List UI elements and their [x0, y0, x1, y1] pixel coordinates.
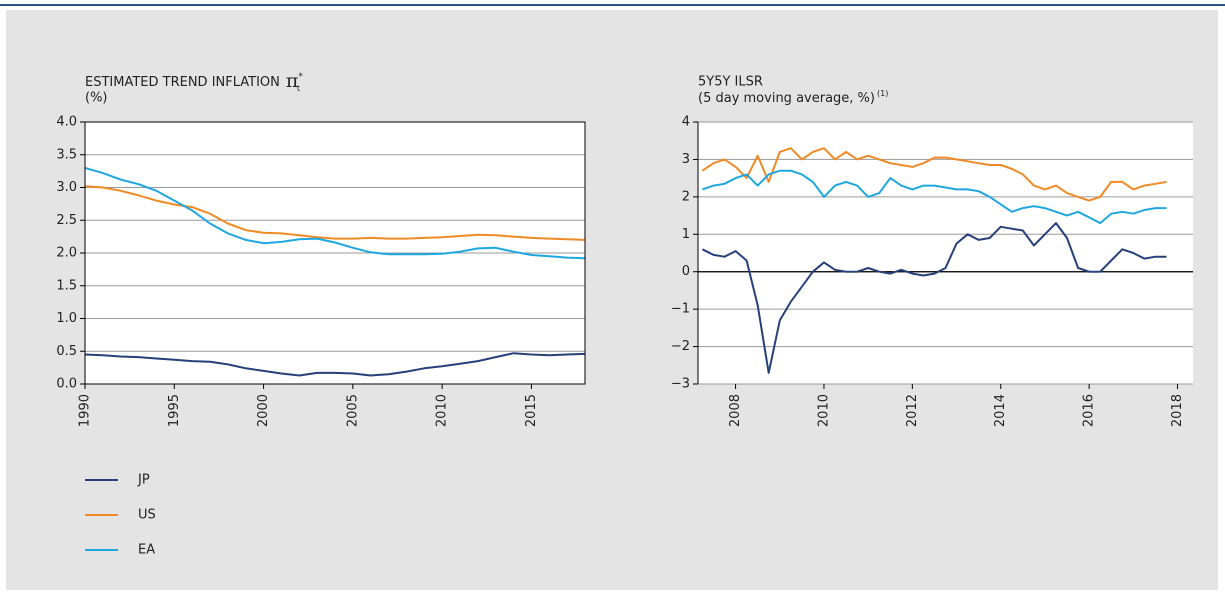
x-tick-label: 2012: [905, 394, 920, 427]
y-tick-label: 3.0: [56, 180, 77, 195]
line-series: [702, 169, 1167, 225]
y-tick-label: 1: [682, 227, 690, 242]
y-tick-label: −1: [671, 302, 690, 317]
x-tick-label: 2016: [1082, 394, 1097, 427]
y-tick-label: 2: [682, 189, 690, 204]
x-tick-label: 2005: [345, 394, 360, 427]
x-tick-label: 2014: [993, 394, 1008, 427]
y-tick-label: 0.0: [56, 377, 77, 392]
y-tick-label: 2.0: [56, 246, 77, 261]
line-series: [84, 166, 586, 260]
x-tick-label: 2010: [816, 394, 831, 427]
y-tick-label: −2: [671, 339, 690, 354]
y-tick-label: 3.5: [56, 147, 77, 162]
y-tick-label: 4: [682, 115, 690, 130]
line-series: [701, 222, 1167, 374]
chart-title: ESTIMATED TREND INFLATION π* t: [85, 70, 303, 93]
y-tick-label: 4.0: [56, 115, 77, 130]
plot-area: [698, 122, 1193, 384]
legend-label: US: [138, 508, 156, 523]
x-tick-label: 2008: [728, 394, 743, 427]
x-tick-label: 2010: [435, 394, 450, 427]
x-tick-label: 2000: [256, 394, 271, 427]
legend-label: EA: [138, 543, 155, 558]
y-tick-label: −3: [671, 377, 690, 392]
chart-subtitle: (%): [85, 91, 108, 106]
y-tick-label: 2.5: [56, 213, 77, 228]
chart-subtitle: (5 day moving average, %) (1): [698, 89, 888, 106]
line-series: [84, 185, 586, 241]
y-tick-label: 3: [682, 152, 690, 167]
plots: 0.0 0.5 1.0 1.5 2.0 2.5 3.0 3.5 4.0 1990 1995 2000 2…: [56, 115, 1193, 558]
plot-frame: [84, 121, 586, 385]
x-tick-label: 1990: [78, 394, 93, 427]
x-tick-label: 2015: [524, 394, 539, 427]
chart-title: 5Y5Y ILSR: [698, 75, 763, 90]
y-tick-label: 1.0: [56, 311, 77, 326]
y-tick-label: 0.5: [56, 344, 77, 359]
y-tick-label: 0: [682, 264, 690, 279]
legend-label: JP: [137, 473, 150, 488]
y-tick-label: 1.5: [56, 278, 77, 293]
line-series: [701, 147, 1167, 202]
x-tick-label: 1995: [167, 394, 182, 427]
x-tick-label: 2018: [1170, 394, 1185, 427]
line-series: [84, 352, 586, 377]
